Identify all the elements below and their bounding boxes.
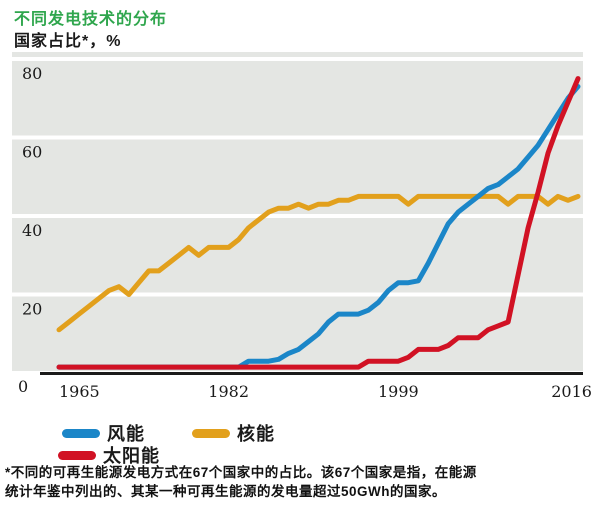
footnote-line-1: *不同的可再生能源发电方式在67个国家中的占比。该67个国家是指，在能源 [5, 465, 477, 480]
y-axis-unit-label: 国家占比*，% [14, 33, 122, 50]
legend-item-nuclear: 核能 [192, 422, 275, 444]
x-tick-label-1999: 1999 [378, 382, 419, 401]
legend-label-solar: 太阳能 [103, 446, 160, 466]
line-chart-canvas: 0 20 40 60 80 1965 1982 1999 2016 [12, 52, 592, 401]
plot-background [12, 52, 583, 371]
y-tick-label-0: 0 [18, 377, 28, 396]
y-tick-label-80: 80 [22, 64, 42, 83]
x-tick-label-2016: 2016 [551, 382, 592, 401]
chart-title: 不同发电技术的分布 [14, 11, 168, 28]
series-line-solar [56, 76, 581, 370]
x-tick-label-1965: 1965 [59, 382, 100, 401]
nuclear-color-swatch [192, 428, 230, 438]
series-line-nuclear [56, 193, 581, 333]
legend: 风能 核能 太阳能 [0, 418, 600, 466]
line-chart: 0 20 40 60 80 1965 1982 1999 2016 [0, 50, 600, 405]
legend-item-wind: 风能 [62, 422, 145, 444]
y-tick-label-20: 20 [22, 300, 42, 319]
x-axis-line [40, 372, 583, 375]
legend-label-nuclear: 核能 [237, 424, 275, 444]
solar-color-swatch [58, 450, 96, 460]
gridline-80 [12, 57, 583, 61]
x-tick-label-1982: 1982 [208, 382, 249, 401]
y-tick-label-60: 60 [22, 143, 42, 162]
legend-item-solar: 太阳能 [58, 444, 160, 466]
footnote-line-2: 统计年鉴中列出的、其某一种可再生能源的发电量超过50GWh的国家。 [5, 483, 447, 499]
gridline-20 [12, 292, 583, 297]
legend-label-wind: 风能 [107, 424, 145, 444]
gridline-40 [12, 214, 583, 218]
wind-color-swatch [62, 428, 100, 438]
gridline-60 [12, 135, 583, 140]
y-tick-label-40: 40 [22, 221, 42, 240]
footnote: *不同的可再生能源发电方式在67个国家中的占比。该67个国家是指，在能源 统计年… [5, 464, 597, 501]
